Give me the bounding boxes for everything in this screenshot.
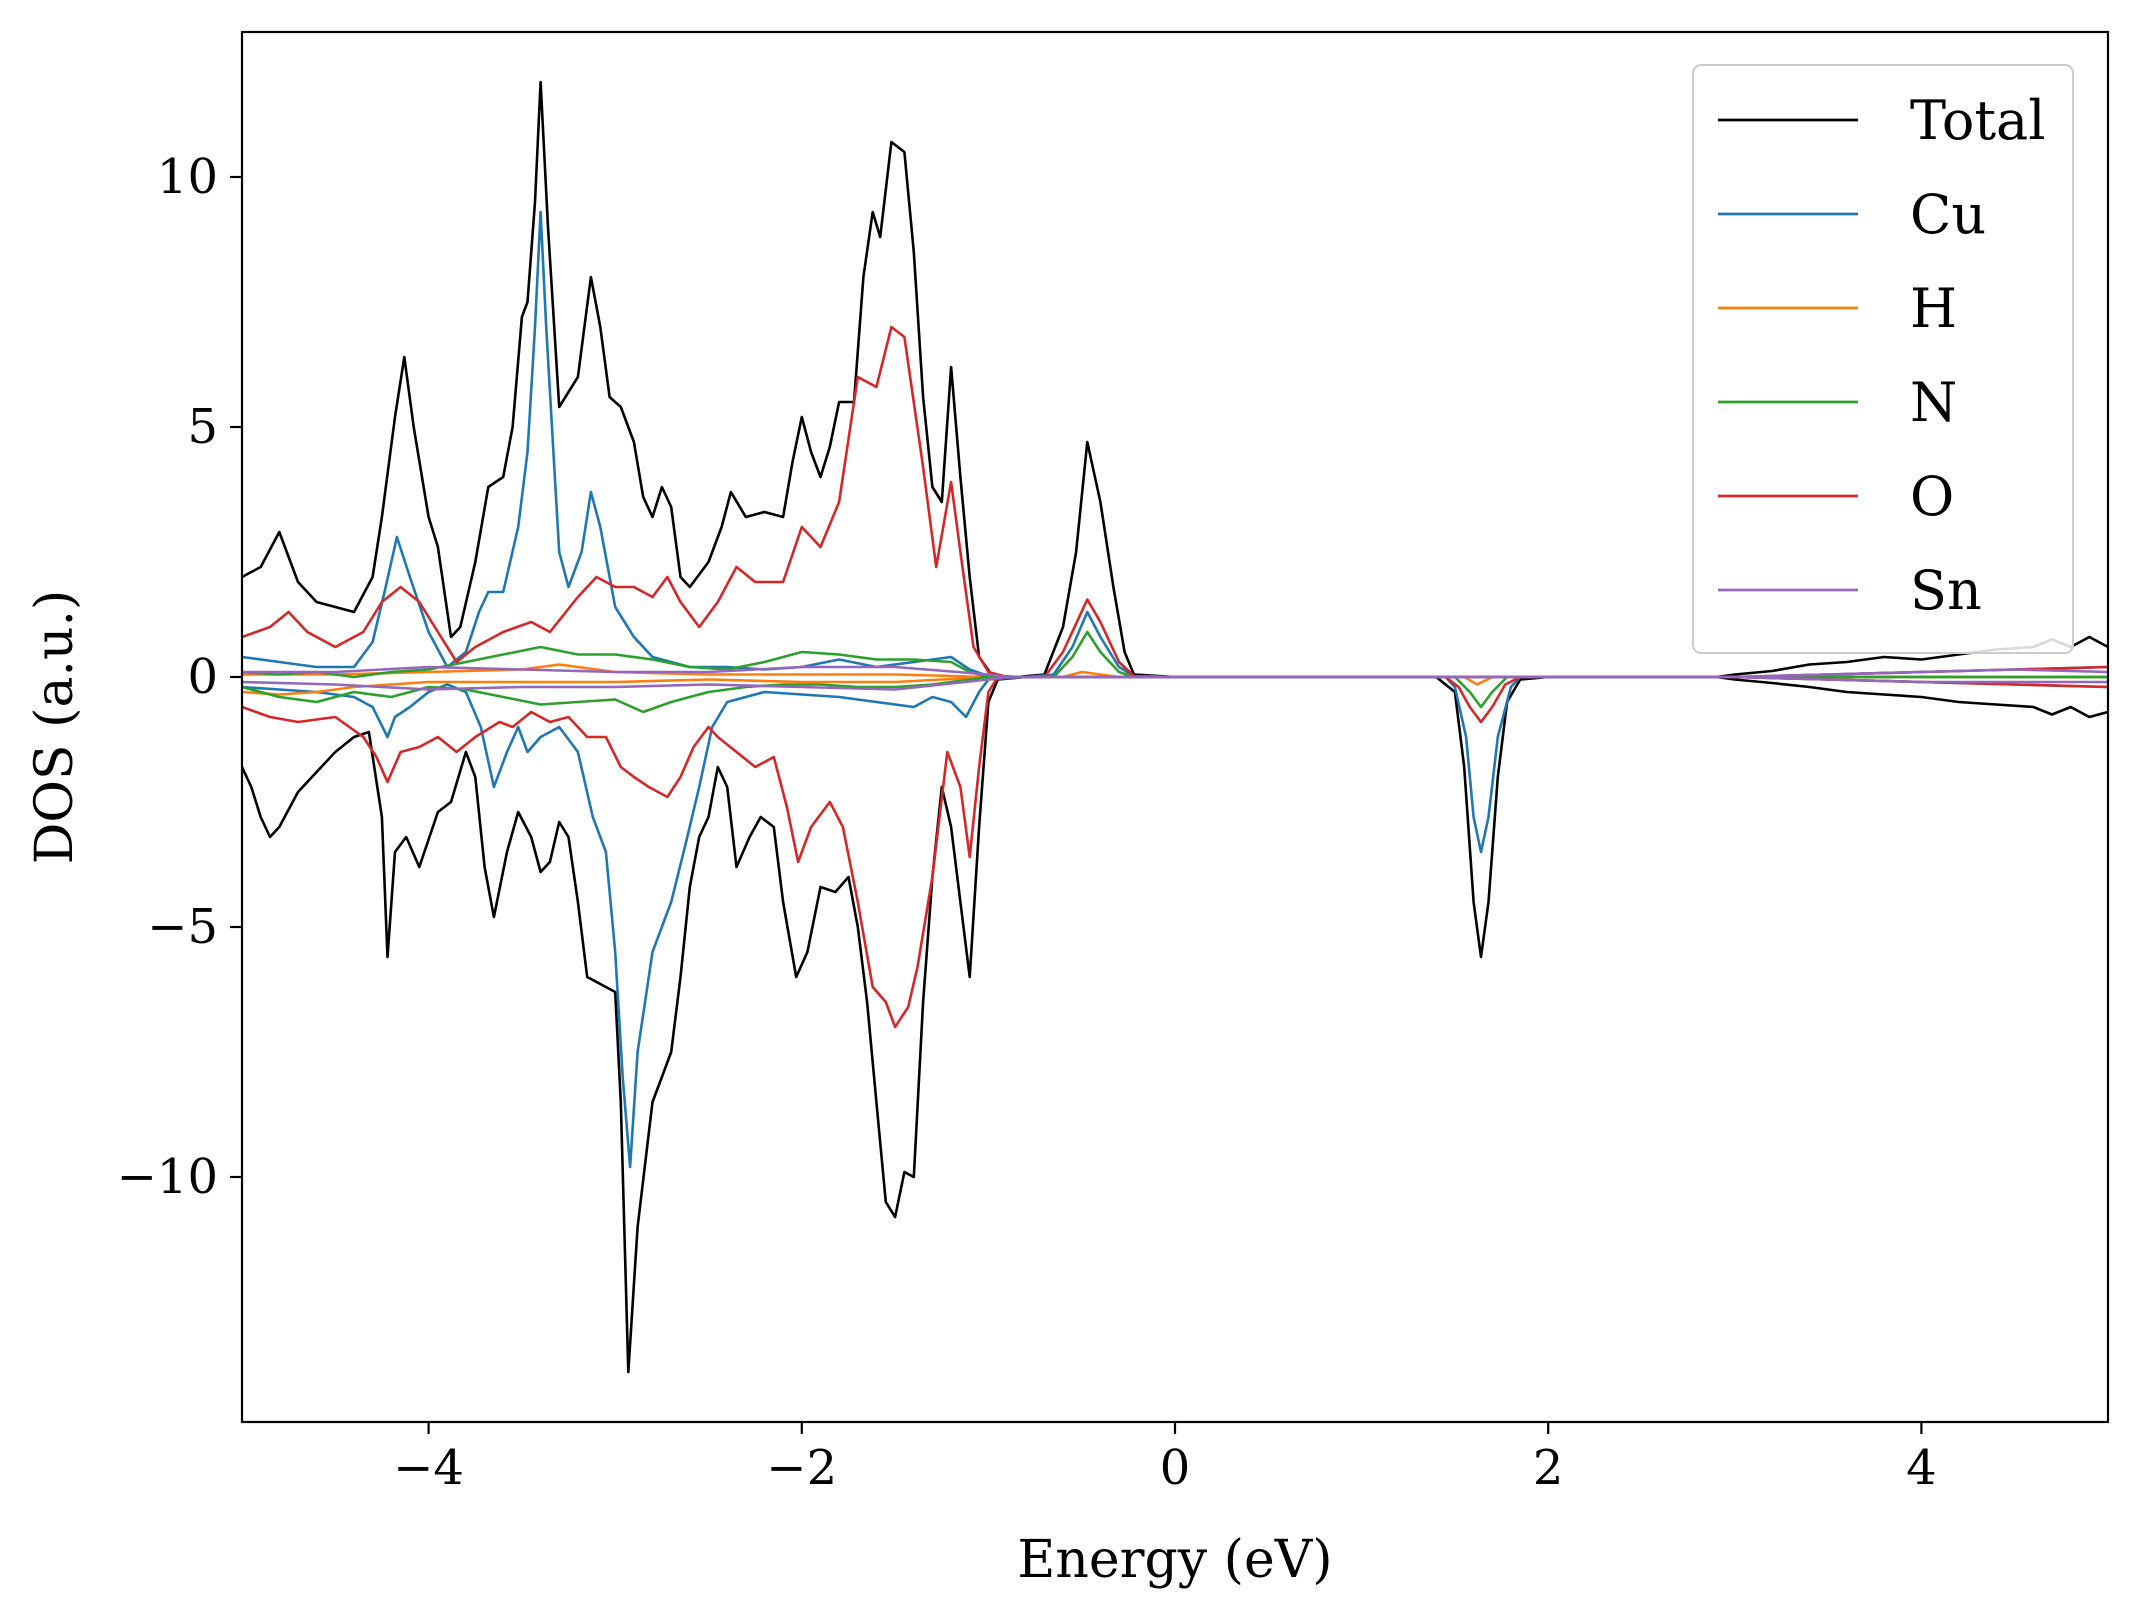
series-o-down-line	[242, 675, 2108, 1029]
y-axis: −10 −5 0 5 10	[117, 149, 242, 1205]
x-tick-label: 0	[1160, 1440, 1191, 1496]
x-tick-label: 2	[1533, 1440, 1564, 1496]
series-n-down-line	[242, 675, 2108, 714]
x-tick-label: −4	[393, 1440, 464, 1496]
series-cu-up-line	[242, 210, 2108, 679]
legend-label-n: N	[1910, 371, 1957, 434]
series-o-up-line	[242, 325, 2108, 679]
legend-label-cu: Cu	[1910, 183, 1986, 246]
y-tick-label: 10	[157, 149, 218, 205]
legend-label-total: Total	[1910, 89, 2046, 152]
legend: Total Cu HNO Sn	[1692, 64, 2074, 654]
x-axis: −4 −2 0 2 4	[393, 1422, 1937, 1496]
x-tick-label: −2	[766, 1440, 837, 1496]
series-total-down-line	[242, 675, 2108, 1374]
x-tick-label: 4	[1906, 1440, 1937, 1496]
legend-label-h: H	[1910, 277, 1957, 340]
y-tick-label: 0	[187, 649, 218, 705]
series-n-up-line	[242, 630, 2108, 679]
legend-label-o: O	[1910, 465, 1954, 528]
series-sn-up-line	[242, 665, 2108, 679]
series-h-down-line	[242, 675, 2108, 696]
legend-label-sn: Sn	[1910, 559, 1982, 622]
legend-box	[1692, 64, 2074, 654]
x-axis-label: Energy (eV)	[1017, 1530, 1332, 1590]
y-tick-label: −10	[117, 1149, 218, 1205]
y-tick-label: −5	[147, 899, 218, 955]
y-axis-label: DOS (a.u.)	[25, 590, 85, 865]
series-sn-down-line	[242, 675, 2108, 691]
series-h-up-line	[242, 663, 2108, 679]
series-cu-down-line	[242, 675, 2108, 1169]
y-tick-label: 5	[187, 399, 218, 455]
plot-curves	[242, 80, 2108, 1374]
